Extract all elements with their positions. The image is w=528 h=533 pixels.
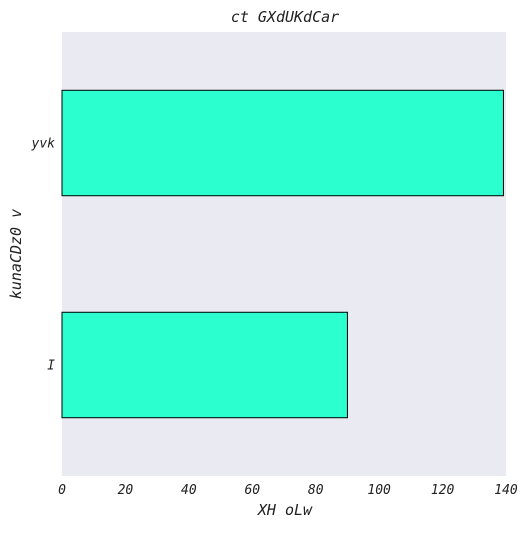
x-ticks-group: 0 20 40 60 80 100 120 140 — [58, 483, 518, 498]
x-tick-label-3: 60 — [244, 483, 260, 498]
x-tick-label-6: 120 — [431, 483, 455, 498]
y-axis-label: kunaCDz0 v — [7, 209, 25, 299]
x-tick-label-4: 80 — [308, 483, 324, 498]
bars-group — [61, 89, 504, 419]
x-tick-label-5: 100 — [367, 483, 391, 498]
y-ticks-group: yvk I — [31, 137, 56, 374]
x-tick-label-0: 0 — [58, 483, 66, 498]
x-tick-label-2: 40 — [181, 483, 197, 498]
chart-title: ct GXdUKdCar — [231, 8, 339, 26]
x-axis-label: XH oLw — [257, 501, 313, 519]
x-tick-label-1: 20 — [118, 483, 134, 498]
bar-0 — [61, 89, 504, 197]
y-tick-label-1: I — [47, 359, 55, 374]
y-tick-label-0: yvk — [31, 137, 56, 152]
bar-1 — [61, 311, 348, 419]
x-tick-label-7: 140 — [494, 483, 518, 498]
